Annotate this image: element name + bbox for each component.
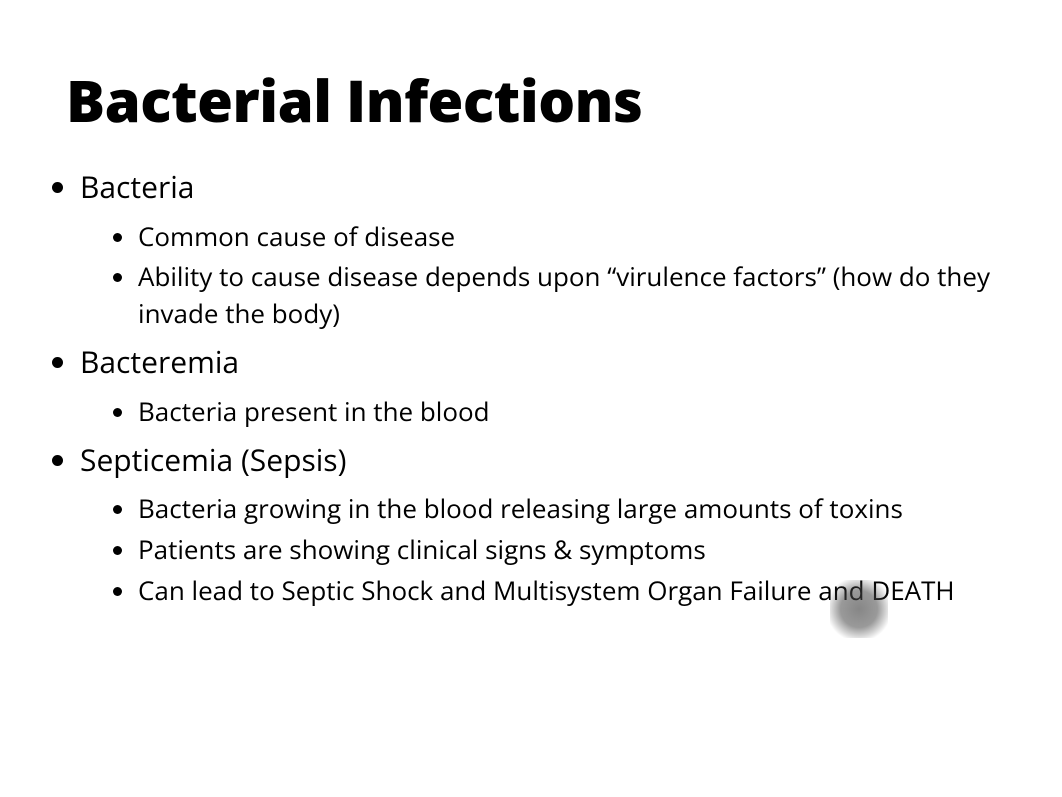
- bullet-list-level2: Bacteria present in the blood: [80, 393, 1012, 430]
- slide-title: Bacterial Infections: [66, 60, 1012, 139]
- list-item: Septicemia (Sepsis) Bacteria growing in …: [80, 440, 1012, 609]
- bullet-list-level2: Bacteria growing in the blood releasing …: [80, 490, 1012, 609]
- bullet-text: Common cause of disease: [138, 218, 455, 254]
- bullet-text: Septicemia (Sepsis): [80, 439, 346, 480]
- list-item: Bacteria present in the blood: [138, 393, 1012, 430]
- bullet-text: Bacteria: [80, 166, 194, 207]
- bullet-list-level2: Common cause of disease Ability to cause…: [80, 218, 1012, 333]
- bullet-text: Ability to cause disease depends upon “v…: [138, 258, 990, 331]
- bullet-text: Bacteria growing in the blood releasing …: [138, 490, 903, 526]
- list-item: Bacteria growing in the blood releasing …: [138, 490, 1012, 527]
- list-item: Common cause of disease: [138, 218, 1012, 255]
- bullet-text: Patients are showing clinical signs & sy…: [138, 531, 706, 567]
- bullet-text: Bacteria present in the blood: [138, 393, 490, 429]
- bullet-text: Can lead to Septic Shock and Multisystem…: [138, 572, 955, 608]
- bullet-list-level1: Bacteria Common cause of disease Ability…: [50, 167, 1012, 609]
- list-item: Patients are showing clinical signs & sy…: [138, 531, 1012, 568]
- list-item: Can lead to Septic Shock and Multisystem…: [138, 572, 1012, 609]
- list-item: Bacteremia Bacteria present in the blood: [80, 342, 1012, 429]
- list-item: Ability to cause disease depends upon “v…: [138, 258, 1012, 332]
- bullet-text: Bacteremia: [80, 341, 239, 382]
- list-item: Bacteria Common cause of disease Ability…: [80, 167, 1012, 332]
